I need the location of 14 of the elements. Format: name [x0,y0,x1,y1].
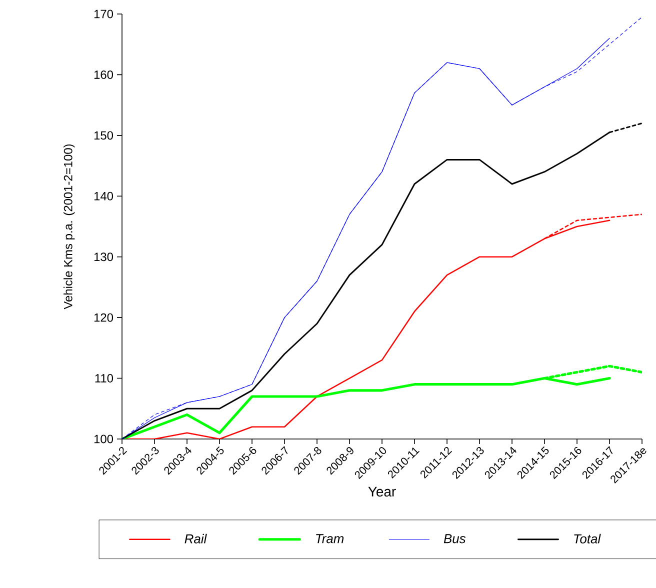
legend-label: Tram [316,534,344,544]
y-tick-label: 120 [94,313,114,322]
y-tick-label: 160 [94,70,114,79]
y-tick-label: 140 [94,192,114,200]
legend-label: Total [574,534,601,544]
y-tick-label: 130 [94,252,114,262]
y-tick-label: 110 [95,374,114,382]
x-axis-title: Year [368,486,396,497]
y-tick-label: 150 [94,131,114,140]
legend-label: Bus [444,534,466,544]
y-axis-title: Vehicle Kms p.a. (2001-2=100) [64,144,75,310]
legend-label: Rail [184,534,207,544]
y-tick-label: 100 [94,434,114,444]
y-tick-label: 170 [94,10,114,18]
